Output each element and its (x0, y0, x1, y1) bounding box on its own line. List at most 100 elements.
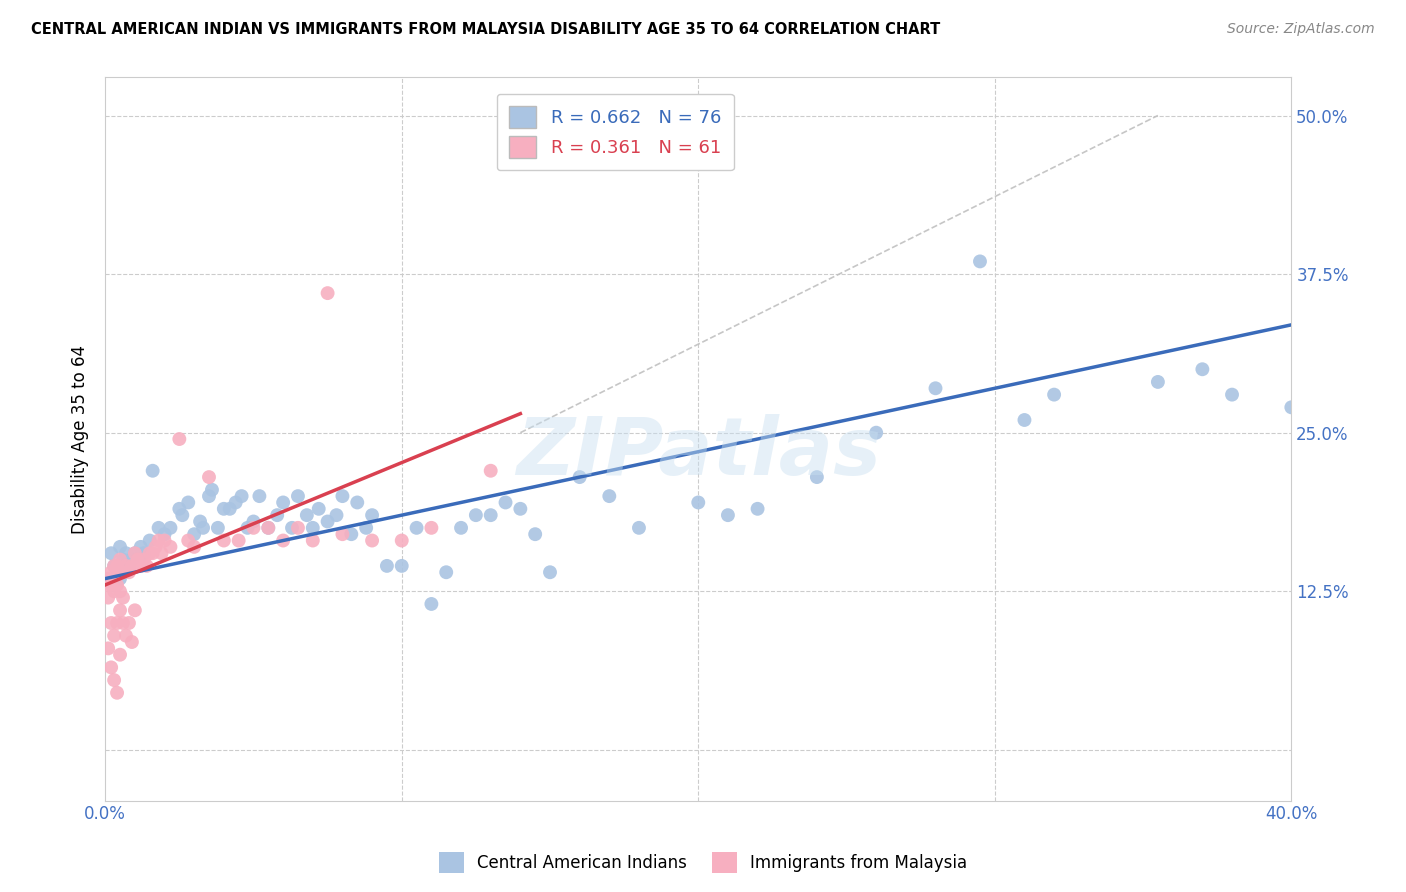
Point (361, 508, 384, 523)
Legend: R = 0.662   N = 76, R = 0.361   N = 61: R = 0.662 N = 76, R = 0.361 N = 61 (496, 94, 734, 170)
Point (108, 540, 131, 554)
Point (111, 552, 134, 566)
Point (236, 521, 259, 535)
Point (354, 521, 377, 535)
Point (145, 540, 167, 554)
Point (159, 521, 181, 535)
Point (100, 578, 122, 592)
Point (138, 533, 160, 548)
Point (301, 533, 323, 548)
Point (420, 597, 443, 611)
Point (108, 584, 131, 599)
Point (287, 489, 309, 503)
Point (316, 286, 339, 301)
Point (100, 615, 122, 630)
Point (346, 495, 368, 509)
Point (340, 527, 363, 541)
Point (103, 558, 125, 573)
Point (924, 381, 946, 395)
Point (127, 552, 149, 566)
Point (806, 470, 828, 484)
Point (231, 489, 253, 503)
Point (169, 501, 191, 516)
Point (316, 515, 339, 529)
Point (103, 558, 125, 573)
Point (177, 495, 200, 509)
Text: Source: ZipAtlas.com: Source: ZipAtlas.com (1227, 22, 1375, 37)
Point (183, 540, 205, 554)
Point (150, 546, 173, 560)
Point (201, 483, 224, 497)
Point (434, 566, 457, 580)
Point (118, 566, 141, 580)
Point (242, 515, 264, 529)
Point (103, 584, 125, 599)
Point (121, 635, 143, 649)
Point (135, 558, 157, 573)
Point (108, 603, 131, 617)
Point (747, 501, 769, 516)
Point (142, 464, 165, 478)
Point (142, 546, 165, 560)
Point (124, 558, 146, 573)
Point (266, 508, 288, 523)
Point (115, 546, 138, 560)
Point (121, 558, 143, 573)
Point (479, 464, 502, 478)
Point (172, 508, 194, 523)
Point (375, 558, 398, 573)
Point (1147, 375, 1170, 389)
Point (198, 470, 221, 484)
Point (97, 641, 120, 656)
Point (969, 254, 991, 268)
Point (105, 566, 128, 580)
Point (361, 533, 384, 548)
Point (124, 546, 146, 560)
Point (308, 501, 330, 516)
Point (332, 527, 354, 541)
Point (100, 660, 122, 674)
Point (257, 521, 280, 535)
Point (105, 558, 128, 573)
Point (153, 533, 176, 548)
Point (1191, 362, 1213, 376)
Point (111, 591, 134, 605)
Point (225, 495, 247, 509)
Point (450, 521, 472, 535)
Point (479, 508, 502, 523)
Point (191, 521, 214, 535)
Point (105, 615, 128, 630)
Point (212, 533, 235, 548)
Text: ZIPatlas: ZIPatlas (516, 415, 880, 492)
Point (287, 521, 309, 535)
Point (183, 527, 205, 541)
Point (271, 495, 294, 509)
Point (129, 540, 152, 554)
Point (177, 533, 200, 548)
Point (97, 572, 120, 586)
Point (118, 558, 141, 573)
Point (188, 515, 211, 529)
Point (103, 673, 125, 687)
Point (124, 603, 146, 617)
Point (105, 578, 128, 592)
Point (212, 501, 235, 516)
Point (108, 566, 131, 580)
Point (148, 521, 170, 535)
Point (405, 521, 427, 535)
Point (1014, 413, 1036, 427)
Point (115, 558, 138, 573)
Y-axis label: Disability Age 35 to 64: Disability Age 35 to 64 (72, 344, 89, 533)
Point (271, 533, 294, 548)
Point (121, 552, 143, 566)
Point (598, 489, 620, 503)
Point (717, 508, 740, 523)
Point (509, 501, 531, 516)
Point (257, 521, 280, 535)
Point (281, 521, 304, 535)
Point (111, 566, 134, 580)
Point (100, 566, 122, 580)
Point (391, 533, 413, 548)
Point (97, 591, 120, 605)
Point (688, 495, 710, 509)
